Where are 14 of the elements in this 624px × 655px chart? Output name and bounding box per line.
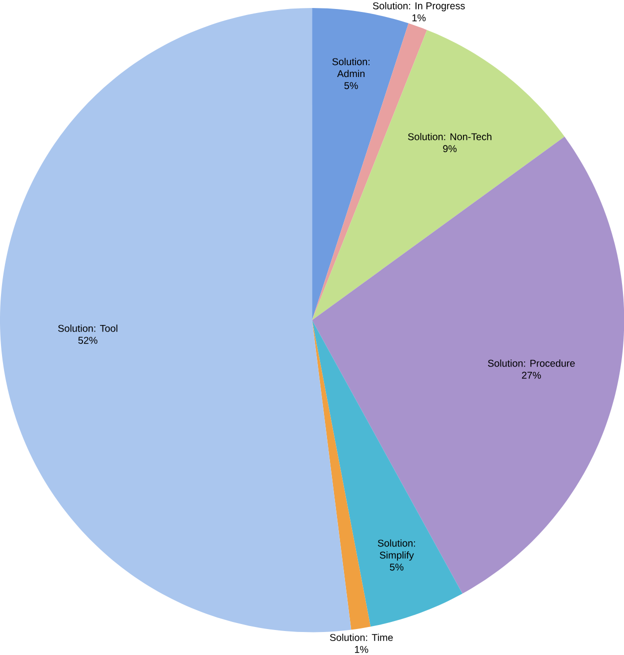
data-label: 9% [443, 145, 457, 152]
slice-label: Solution: Non-Tech [408, 132, 492, 140]
slice-label: Solution: Simplify [378, 539, 415, 561]
slice-label: Solution: In Progress [372, 2, 465, 12]
slice-label: Solution: Procedure [488, 360, 575, 367]
slice-label: Solution: Tool [58, 324, 118, 332]
data-label: 27% [522, 372, 541, 379]
data-label: 52% [78, 336, 98, 344]
data-label: 5% [344, 82, 358, 90]
data-label: 5% [390, 564, 404, 571]
slice-label: Solution: Time [330, 634, 393, 641]
slice-label: Solution: Admin [332, 58, 370, 78]
data-label: 1% [412, 14, 426, 22]
data-label: 1% [354, 646, 368, 653]
